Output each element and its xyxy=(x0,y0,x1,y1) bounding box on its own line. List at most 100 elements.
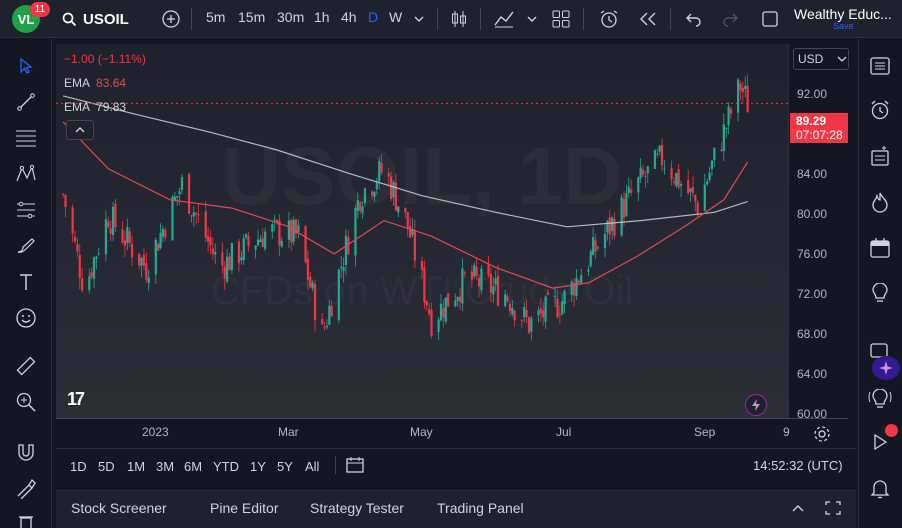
range-6m[interactable]: 6M xyxy=(184,459,203,474)
candle-body xyxy=(508,303,512,312)
fullscreen-square-icon[interactable] xyxy=(758,7,782,31)
save-link[interactable]: Save xyxy=(833,21,854,31)
tab-trading-panel[interactable]: Trading Panel xyxy=(437,500,524,516)
legend-ema-slow[interactable]: EMA 79.83 xyxy=(64,100,126,114)
candle-body xyxy=(428,309,431,314)
candle-body xyxy=(309,276,312,288)
currency-select[interactable]: USD xyxy=(793,48,849,70)
projection-icon[interactable] xyxy=(12,196,40,224)
sparkle-icon[interactable] xyxy=(872,356,900,380)
tab-stock-screener[interactable]: Stock Screener xyxy=(71,500,167,516)
candle-body xyxy=(173,196,176,201)
candle-body xyxy=(280,240,283,247)
ruler-icon[interactable] xyxy=(12,352,40,380)
replay-icon[interactable] xyxy=(636,7,660,31)
candle-body xyxy=(81,278,84,291)
chevron-down-icon[interactable] xyxy=(520,7,544,31)
tradingview-logo[interactable]: 17 xyxy=(67,389,85,409)
candles-icon[interactable] xyxy=(447,7,471,31)
maximize-panel-icon[interactable] xyxy=(822,497,844,519)
lightning-icon[interactable] xyxy=(745,394,767,416)
symbol-search[interactable]: USOIL xyxy=(62,9,129,29)
text-icon[interactable] xyxy=(12,268,40,296)
alert-clock-icon[interactable] xyxy=(597,7,621,31)
magnet-icon[interactable] xyxy=(12,438,40,466)
chevron-up-icon[interactable] xyxy=(788,498,808,518)
range-3m[interactable]: 3M xyxy=(156,459,175,474)
candle-body xyxy=(228,256,231,271)
settings-gear-icon[interactable] xyxy=(811,423,833,445)
interval-1h[interactable]: 1h xyxy=(314,9,330,25)
interval-15m[interactable]: 15m xyxy=(238,9,266,25)
price-chart[interactable]: USOIL, 1D CFDs on WTI Crude Oil xyxy=(56,44,788,418)
calendar-icon[interactable] xyxy=(866,234,894,262)
chart-pane[interactable]: USOIL, 1D CFDs on WTI Crude Oil xyxy=(56,44,788,418)
account-name[interactable]: Wealthy Educ... xyxy=(794,6,892,22)
interval-5m[interactable]: 5m xyxy=(206,9,226,25)
object-tree-icon[interactable] xyxy=(866,142,894,170)
brush-icon[interactable] xyxy=(12,232,40,260)
notifications-bell-icon[interactable] xyxy=(866,474,894,502)
candle-body xyxy=(475,266,478,276)
interval-w[interactable]: W xyxy=(389,9,403,25)
range-1m[interactable]: 1M xyxy=(127,459,146,474)
candle-body xyxy=(180,177,184,191)
interval-d[interactable]: D xyxy=(368,9,379,25)
emoji-icon[interactable] xyxy=(12,304,40,332)
redo-icon[interactable] xyxy=(719,7,743,31)
go-to-date-icon[interactable] xyxy=(344,455,366,475)
range-5d[interactable]: 5D xyxy=(98,459,115,474)
alarm-clock-icon[interactable] xyxy=(866,96,894,124)
candle-body xyxy=(646,166,649,174)
candle-body xyxy=(589,251,592,267)
range-5y[interactable]: 5Y xyxy=(277,459,293,474)
trend-line-icon[interactable] xyxy=(12,88,40,116)
watchlist-icon[interactable] xyxy=(866,52,894,80)
compare-add-icon[interactable] xyxy=(159,7,183,31)
indicators-icon[interactable] xyxy=(492,7,516,31)
zoom-icon[interactable] xyxy=(12,388,40,416)
candle-body xyxy=(209,237,212,246)
interval-30m[interactable]: 30m xyxy=(277,9,305,25)
price-axis[interactable] xyxy=(788,44,848,418)
candle-body xyxy=(487,264,490,276)
range-ytd[interactable]: YTD xyxy=(213,459,239,474)
time-tick: Sep xyxy=(694,425,716,439)
flame-icon[interactable] xyxy=(866,188,894,216)
candle-body xyxy=(594,240,597,252)
candle-body xyxy=(492,286,495,295)
fib-lines-icon[interactable] xyxy=(12,124,40,152)
candle-body xyxy=(311,282,314,289)
ideas-bulb-icon[interactable] xyxy=(866,280,894,308)
tab-pine-editor[interactable]: Pine Editor xyxy=(210,500,279,516)
price-tick: 68.00 xyxy=(797,327,828,341)
trash-icon[interactable] xyxy=(12,508,40,528)
utc-clock[interactable]: 14:52:32 (UTC) xyxy=(753,458,843,473)
candle-body xyxy=(313,283,317,321)
tab-strategy-tester[interactable]: Strategy Tester xyxy=(310,500,404,516)
chevron-down-icon[interactable] xyxy=(407,7,431,31)
legend-ema-fast[interactable]: EMA 83.64 xyxy=(64,76,126,90)
pattern-icon[interactable] xyxy=(12,160,40,188)
candle-body xyxy=(708,172,711,181)
lock-drawings-icon[interactable] xyxy=(12,474,40,502)
undo-icon[interactable] xyxy=(681,7,705,31)
candle-body xyxy=(511,308,514,315)
range-1y[interactable]: 1Y xyxy=(250,459,266,474)
range-1d[interactable]: 1D xyxy=(70,459,87,474)
candle-body xyxy=(297,225,300,232)
candle-body xyxy=(278,220,281,246)
time-axis[interactable] xyxy=(56,418,848,446)
legend-collapse-button[interactable] xyxy=(66,120,94,140)
candle-body xyxy=(423,267,426,303)
candle-body xyxy=(306,258,310,280)
layouts-grid-icon[interactable] xyxy=(549,7,573,31)
signal-bulb-icon[interactable] xyxy=(866,386,894,414)
candle-body xyxy=(477,277,481,287)
range-all[interactable]: All xyxy=(305,459,320,474)
candle-body xyxy=(204,211,207,238)
interval-4h[interactable]: 4h xyxy=(341,9,357,25)
candle-body xyxy=(675,173,678,186)
play-stream-icon[interactable] xyxy=(866,428,894,456)
cursor-icon[interactable] xyxy=(12,52,40,80)
